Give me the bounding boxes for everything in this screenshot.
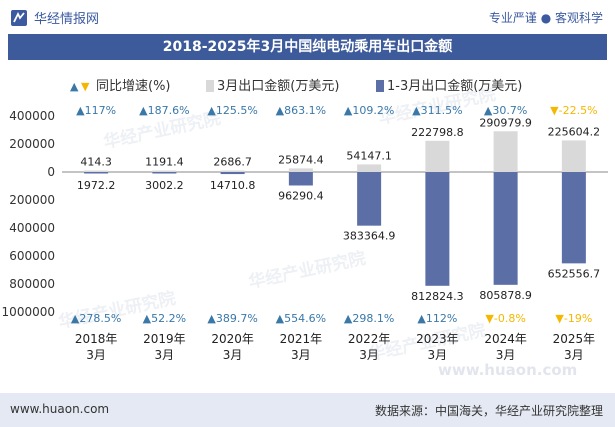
y-tick-label: 200000 bbox=[9, 137, 55, 151]
cumulative-value-label: 805878.9 bbox=[479, 289, 532, 302]
y-tick-label: 600000 bbox=[9, 249, 55, 263]
footer-website[interactable]: www.huaon.com bbox=[10, 402, 110, 416]
cumulative-value-label: 96290.4 bbox=[278, 189, 324, 202]
monthly-growth-label: ▲311.5% bbox=[412, 104, 462, 117]
brand[interactable]: 华经情报网 bbox=[10, 8, 99, 27]
x-category-label: 2025年 3月 bbox=[553, 332, 596, 362]
bar-cumulative bbox=[84, 172, 109, 174]
legend-cumulative-swatch bbox=[376, 80, 384, 92]
bar-cumulative bbox=[220, 172, 245, 175]
y-tick-label: 400000 bbox=[9, 221, 55, 235]
bar-cumulative bbox=[357, 172, 382, 226]
data-labels: 414.3 1972.2 ▲117% ▲278.5% 2018年 3月 1191.4 3002… bbox=[71, 104, 600, 362]
monthly-growth-label: ▼-22.5% bbox=[550, 104, 597, 117]
bar-monthly bbox=[425, 140, 450, 172]
monthly-value-label: 2686.7 bbox=[213, 156, 252, 169]
brand-name: 华经情报网 bbox=[34, 12, 100, 27]
legend-monthly-swatch bbox=[206, 80, 214, 92]
monthly-value-label: 222798.8 bbox=[411, 126, 464, 139]
chart-svg: 华经产业研究院华经产业研究院华经产业研究院华经产业研究院华经产业研究院www.h… bbox=[2, 78, 608, 379]
cumulative-growth-label: ▲389.7% bbox=[207, 312, 257, 325]
monthly-value-label: 225604.2 bbox=[548, 125, 601, 138]
x-category-label: 2022年 3月 bbox=[348, 332, 391, 362]
cumulative-value-label: 383364.9 bbox=[343, 230, 396, 243]
monthly-value-label: 290979.9 bbox=[479, 116, 532, 129]
bar-monthly bbox=[84, 170, 109, 172]
bar-cumulative bbox=[288, 172, 313, 186]
monthly-value-label: 54147.1 bbox=[346, 149, 392, 162]
bars bbox=[84, 131, 586, 286]
bar-cumulative bbox=[561, 172, 586, 264]
cumulative-growth-label: ▲298.1% bbox=[344, 312, 394, 325]
y-tick-label: 400000 bbox=[9, 109, 55, 123]
monthly-value-label: 414.3 bbox=[80, 156, 112, 169]
watermark-text: 华经产业研究院 bbox=[247, 248, 368, 293]
x-category-label: 2024年 3月 bbox=[484, 332, 527, 362]
bar-monthly bbox=[357, 164, 382, 172]
bar-monthly bbox=[220, 170, 245, 172]
x-category-label: 2018年 3月 bbox=[75, 332, 118, 362]
bar-monthly bbox=[561, 140, 586, 172]
y-tick-label: 1000000 bbox=[2, 305, 55, 319]
cumulative-value-label: 812824.3 bbox=[411, 290, 464, 303]
bar-monthly bbox=[493, 131, 518, 172]
y-tick-label: 0 bbox=[47, 165, 55, 179]
bar-monthly bbox=[288, 168, 313, 172]
monthly-growth-label: ▲109.2% bbox=[344, 104, 394, 117]
cumulative-growth-label: ▲278.5% bbox=[71, 312, 121, 325]
cumulative-growth-label: ▲554.6% bbox=[276, 312, 326, 325]
bar-cumulative bbox=[425, 172, 450, 286]
footer-source: 数据来源：中国海关，华经产业研究院整理 bbox=[374, 404, 603, 418]
tagline: 专业严谨 ● 客观科学 bbox=[488, 11, 603, 25]
brand-logo-icon bbox=[11, 9, 27, 26]
watermark-text: 华经产业研究院 bbox=[57, 288, 178, 333]
legend-growth-up-icon: ▲ bbox=[70, 80, 79, 93]
chart-area: 华经产业研究院 华经产业研究院 华经产业研究院 华经产业研究院 华经产业研究院 www.h… bbox=[0, 60, 615, 390]
x-category-label: 2023年 3月 bbox=[416, 332, 459, 362]
x-category-label: 2019年 3月 bbox=[143, 332, 186, 362]
legend-cumulative-label: 1-3月出口金额(万美元) bbox=[387, 78, 522, 94]
legend-growth-down-icon: ▼ bbox=[81, 80, 90, 93]
monthly-value-label: 1191.4 bbox=[145, 156, 184, 169]
chart-title: 2018-2025年3月中国纯电动乘用车出口金额 bbox=[8, 34, 607, 60]
monthly-growth-label: ▲30.7% bbox=[484, 104, 527, 117]
top-header: 华经情报网 专业严谨 ● 客观科学 bbox=[0, 0, 615, 34]
footer: www.huaon.com 数据来源：中国海关，华经产业研究院整理 bbox=[0, 393, 615, 427]
cumulative-growth-label: ▼-0.8% bbox=[485, 312, 525, 325]
legend-monthly-label: 3月出口金额(万美元) bbox=[217, 78, 339, 94]
cumulative-growth-label: ▲52.2% bbox=[143, 312, 186, 325]
cumulative-growth-label: ▼-19% bbox=[555, 312, 592, 325]
monthly-value-label: 25874.4 bbox=[278, 153, 324, 166]
bar-cumulative bbox=[493, 172, 518, 285]
cumulative-value-label: 652556.7 bbox=[548, 267, 601, 280]
cumulative-value-label: 14710.8 bbox=[210, 179, 256, 192]
monthly-growth-label: ▲863.1% bbox=[276, 104, 326, 117]
y-tick-label: 200000 bbox=[9, 193, 55, 207]
cumulative-value-label: 1972.2 bbox=[77, 179, 116, 192]
monthly-growth-label: ▲187.6% bbox=[139, 104, 189, 117]
cumulative-growth-label: ▲112% bbox=[417, 312, 457, 325]
y-tick-label: 800000 bbox=[9, 277, 55, 291]
legend-growth-label: 同比增速(%) bbox=[96, 79, 171, 94]
x-category-label: 2020年 3月 bbox=[211, 332, 254, 362]
monthly-growth-label: ▲125.5% bbox=[207, 104, 257, 117]
legend: ▲ ▼ 同比增速(%) 3月出口金额(万美元) 1-3月出口金额(万美元) bbox=[70, 78, 522, 94]
watermark-url: www.huaon.com bbox=[438, 361, 577, 379]
monthly-growth-label: ▲117% bbox=[76, 104, 116, 117]
bar-cumulative bbox=[152, 172, 177, 174]
bar-monthly bbox=[152, 170, 177, 172]
x-category-label: 2021年 3月 bbox=[280, 332, 323, 362]
cumulative-value-label: 3002.2 bbox=[145, 179, 184, 192]
